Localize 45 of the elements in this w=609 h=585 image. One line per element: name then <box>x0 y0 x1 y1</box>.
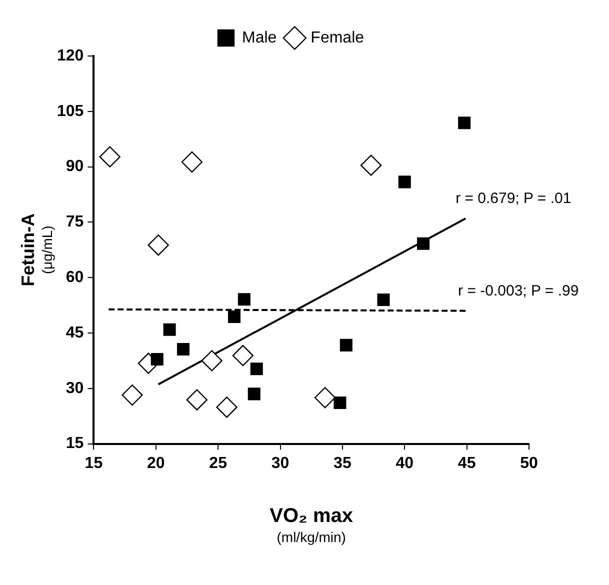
x-tick-label: 50 <box>520 454 538 472</box>
y-tick-label: 15 <box>66 435 84 452</box>
y-tick-label: 105 <box>56 102 84 120</box>
y-tick-label: 75 <box>66 214 84 231</box>
point <box>340 338 352 352</box>
point <box>398 176 411 188</box>
annotation: r = -0.003; P = .99 <box>458 282 579 300</box>
y-tick-label: 30 <box>66 380 84 397</box>
y-tick-label: 120 <box>56 47 84 64</box>
point <box>458 116 471 130</box>
point <box>99 146 120 168</box>
x-tick-label: 20 <box>146 454 165 472</box>
x-axis-title: VO₂ max (ml/kg/min) <box>270 504 354 545</box>
point <box>122 384 143 406</box>
point <box>377 294 390 306</box>
y-axis-title: Fetuin-A (μg/mL) <box>18 213 55 286</box>
point <box>181 151 203 173</box>
point <box>334 396 346 410</box>
point <box>150 352 164 366</box>
point <box>250 362 263 376</box>
legend-label: Male <box>242 29 277 46</box>
point <box>228 310 240 324</box>
annotation: r = 0.679; P = .01 <box>456 190 572 208</box>
point <box>216 396 238 418</box>
x-tick-label: 40 <box>396 454 414 472</box>
point <box>314 387 336 408</box>
legend-label: Female <box>310 29 364 46</box>
y-tick-label: 60 <box>66 269 84 286</box>
point <box>163 323 176 336</box>
point <box>201 350 222 372</box>
x-tick-label: 45 <box>458 454 476 472</box>
y-tick-label: 90 <box>66 158 84 176</box>
point <box>238 293 250 306</box>
x-tick-label: 25 <box>209 454 228 472</box>
point <box>417 237 430 250</box>
point <box>360 154 382 176</box>
point <box>186 389 208 410</box>
x-tick-label: 15 <box>84 454 103 472</box>
point <box>248 388 260 400</box>
x-tick-label: 35 <box>334 454 352 472</box>
y-tick-label: 45 <box>66 324 84 342</box>
point <box>232 344 254 366</box>
x-tick-label: 30 <box>271 454 290 472</box>
point <box>176 342 190 356</box>
point <box>148 234 169 256</box>
